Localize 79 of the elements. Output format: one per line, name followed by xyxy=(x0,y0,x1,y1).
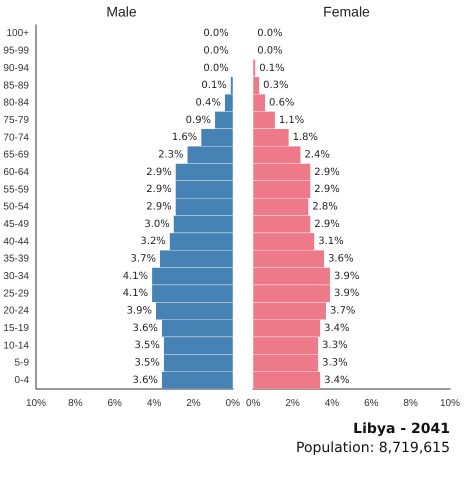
data-label: 2.9% xyxy=(146,166,172,178)
data-label: 2.8% xyxy=(312,201,338,212)
y-tick-label: 45-49 xyxy=(3,218,30,230)
y-tick-label: 50-54 xyxy=(3,202,30,213)
y-tick-label: 20-24 xyxy=(3,306,30,317)
data-label: 2.9% xyxy=(314,184,340,196)
x-tick-label: 6% xyxy=(107,398,122,409)
data-label: 0.4% xyxy=(195,97,221,108)
data-label: 0.0% xyxy=(257,45,283,56)
y-tick-label: 40-44 xyxy=(3,236,30,248)
data-label: 1.8% xyxy=(292,132,318,144)
data-label: 0.1% xyxy=(259,62,285,74)
data-label: 3.5% xyxy=(134,340,160,352)
data-label: 3.7% xyxy=(330,306,356,317)
data-label: 3.4% xyxy=(324,374,350,386)
data-label: 3.6% xyxy=(328,254,354,265)
data-label: 3.6% xyxy=(132,374,158,386)
text: Libya - 2041 xyxy=(352,420,450,439)
data-label: 2.3% xyxy=(158,149,184,160)
x-tick-label: 8% xyxy=(403,398,418,409)
data-label: 3.9% xyxy=(334,270,360,282)
x-tick-label: 0% xyxy=(226,398,240,409)
data-label: 0.0% xyxy=(257,28,283,40)
data-label: 0.0% xyxy=(203,62,229,74)
data-label: 2.4% xyxy=(304,149,330,160)
y-tick-label: 10-14 xyxy=(3,340,30,352)
y-tick-label: 35-39 xyxy=(3,254,30,265)
y-tick-label: 85-89 xyxy=(3,80,30,92)
text: Population: 8,719,615 xyxy=(296,439,450,458)
y-tick-label: 70-74 xyxy=(3,132,30,144)
data-label: 2.9% xyxy=(314,218,340,230)
y-tick-label: 80-84 xyxy=(3,98,30,109)
y-tick-label: 100+ xyxy=(6,28,30,40)
y-tick-label: 95-99 xyxy=(3,46,30,57)
x-tick-label: 6% xyxy=(364,398,379,409)
y-tick-label: 65-69 xyxy=(3,150,30,161)
x-tick-label: 8% xyxy=(68,398,83,409)
y-tick-label: 0-4 xyxy=(14,375,30,386)
data-label: 3.5% xyxy=(134,358,160,369)
data-label: 0.9% xyxy=(186,114,212,126)
data-label: 3.0% xyxy=(144,218,170,230)
data-label: 2.9% xyxy=(146,184,172,196)
x-tick-label: 2% xyxy=(186,398,201,409)
data-label: 4.1% xyxy=(122,270,148,282)
data-label: 3.9% xyxy=(334,288,360,300)
y-tick-label: 25-29 xyxy=(3,288,30,300)
data-label: 0.0% xyxy=(203,45,229,56)
y-tick-label: 30-34 xyxy=(3,271,30,282)
data-label: 3.3% xyxy=(322,358,348,369)
data-label: 3.6% xyxy=(132,322,158,334)
data-label: 0.1% xyxy=(201,80,227,92)
data-label: 2.9% xyxy=(314,166,340,178)
data-label: 3.1% xyxy=(318,236,344,248)
x-tick-label: 4% xyxy=(146,398,162,409)
x-tick-label: 10% xyxy=(440,398,460,409)
data-label: 0.6% xyxy=(269,97,294,108)
data-label: 4.1% xyxy=(122,288,148,300)
data-label: 0.3% xyxy=(263,80,289,92)
y-tick-label: 60-64 xyxy=(3,166,30,178)
data-label: 3.9% xyxy=(126,306,152,317)
data-label: 3.3% xyxy=(322,340,348,352)
data-label: 2.9% xyxy=(146,201,172,212)
y-tick-label: 75-79 xyxy=(3,114,30,126)
y-tick-label: 90-94 xyxy=(3,62,30,74)
data-label: 3.2% xyxy=(140,236,166,248)
x-tick-label: 10% xyxy=(26,398,46,409)
data-label: 3.7% xyxy=(130,254,156,265)
data-label: 1.1% xyxy=(278,114,304,126)
x-tick-label: 0% xyxy=(246,398,261,409)
x-tick-label: 4% xyxy=(324,398,340,409)
data-label: 1.6% xyxy=(172,132,198,144)
x-tick-label: 2% xyxy=(285,398,300,409)
y-tick-label: 15-19 xyxy=(3,323,30,334)
data-label: 3.4% xyxy=(324,322,350,334)
chart-title: Female xyxy=(323,3,370,20)
chart-title: Male xyxy=(106,3,137,20)
y-tick-label: 5-9 xyxy=(14,358,30,369)
y-tick-label: 55-59 xyxy=(3,184,30,196)
data-label: 0.0% xyxy=(203,28,229,40)
